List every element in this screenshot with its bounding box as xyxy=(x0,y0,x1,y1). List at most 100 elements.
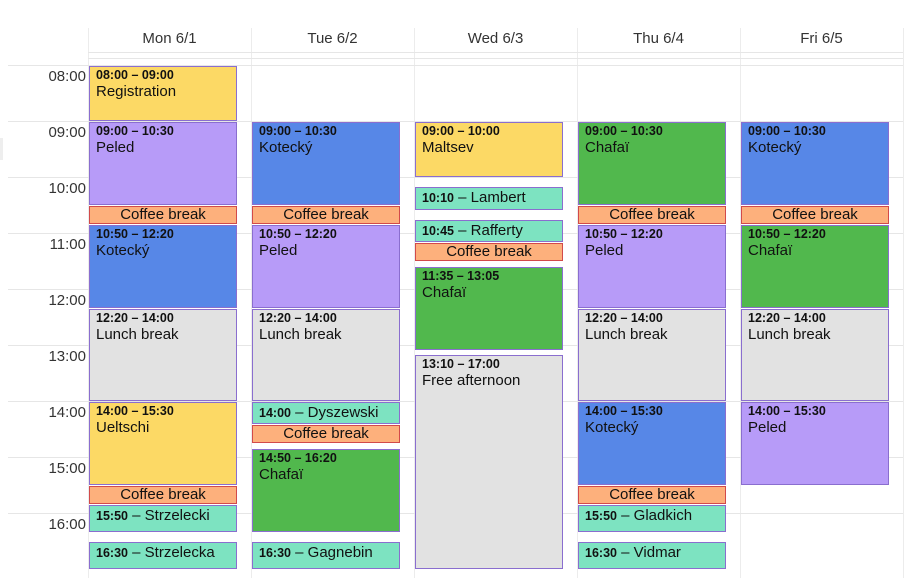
event-lunch-break[interactable]: 12:20 – 14:00 Lunch break xyxy=(252,308,400,401)
event-title: Peled xyxy=(96,139,135,156)
time-title-separator: – xyxy=(127,544,145,561)
event-time: 14:50 – 16:20 xyxy=(259,450,337,465)
day-header-3[interactable]: Thu 6/4 xyxy=(633,30,684,47)
event-time: 09:00 – 10:30 xyxy=(585,124,663,138)
event-koteck-[interactable]: 10:50 – 12:20 Kotecký xyxy=(89,224,237,308)
event-title: Peled xyxy=(748,419,787,436)
hour-label: 11:00 xyxy=(49,236,86,253)
event-dyszewski[interactable]: 14:00 – Dyszewski xyxy=(252,402,400,425)
event-registration[interactable]: 08:00 – 09:00 Registration xyxy=(89,66,237,121)
event-peled[interactable]: 10:50 – 12:20 Peled xyxy=(252,224,400,308)
event-coffee-break[interactable]: Coffee break xyxy=(741,206,889,224)
event-title: Chafaï xyxy=(585,139,630,156)
event-lunch-break[interactable]: 12:20 – 14:00 Lunch break xyxy=(741,308,889,401)
event-time: 08:00 – 09:00 xyxy=(96,68,174,82)
event-time: 14:00 xyxy=(259,406,291,420)
event-coffee-break[interactable]: Coffee break xyxy=(89,486,237,504)
event-time: 13:10 – 17:00 xyxy=(422,357,500,372)
event-time: 11:35 – 13:05 xyxy=(422,268,500,283)
hour-label: 13:00 xyxy=(48,348,86,365)
event-coffee-break[interactable]: Coffee break xyxy=(415,243,563,261)
column-divider xyxy=(577,28,578,578)
event-chafa-[interactable]: 14:50 – 16:20 Chafaï xyxy=(252,448,400,532)
event-title: Kotecký xyxy=(96,241,150,259)
event-time: 10:50 – 12:20 xyxy=(259,226,337,241)
event-gladkich[interactable]: 15:50 – Gladkich xyxy=(578,504,726,532)
event-title: Kotecký xyxy=(259,139,313,156)
event-title: Lunch break xyxy=(96,325,179,343)
time-title-separator: – xyxy=(127,506,145,524)
event-title: Free afternoon xyxy=(422,372,521,390)
event-koteck-[interactable]: 14:00 – 15:30 Kotecký xyxy=(578,402,726,485)
event-time: 09:00 – 10:30 xyxy=(96,124,174,138)
column-divider xyxy=(88,28,89,578)
event-free-afternoon[interactable]: 13:10 – 17:00 Free afternoon xyxy=(415,355,563,569)
event-peled[interactable]: 10:50 – 12:20 Peled xyxy=(578,224,726,308)
hour-label: 09:00 xyxy=(48,124,86,141)
event-maltsev[interactable]: 09:00 – 10:00 Maltsev xyxy=(415,122,563,177)
day-header-0[interactable]: Mon 6/1 xyxy=(142,30,197,47)
event-ueltschi[interactable]: 14:00 – 15:30 Ueltschi xyxy=(89,402,237,485)
event-time: 12:20 – 14:00 xyxy=(585,310,663,325)
event-time: 10:50 – 12:20 xyxy=(748,226,826,241)
event-time: 12:20 – 14:00 xyxy=(259,310,337,325)
event-time: 15:50 xyxy=(96,508,128,523)
event-title: Coffee break xyxy=(446,243,532,261)
event-lunch-break[interactable]: 12:20 – 14:00 Lunch break xyxy=(578,308,726,401)
event-title: Peled xyxy=(259,241,298,259)
event-peled[interactable]: 14:00 – 15:30 Peled xyxy=(741,402,889,485)
event-peled[interactable]: 09:00 – 10:30 Peled xyxy=(89,122,237,205)
event-vidmar[interactable]: 16:30 – Vidmar xyxy=(578,542,726,569)
event-time: 10:10 xyxy=(422,191,454,206)
time-title-separator: – xyxy=(616,544,634,561)
event-lunch-break[interactable]: 12:20 – 14:00 Lunch break xyxy=(89,308,237,401)
event-title: Peled xyxy=(585,241,624,259)
event-time: 16:30 xyxy=(585,546,617,560)
event-lambert[interactable]: 10:10 – Lambert xyxy=(415,187,563,210)
event-title: Coffee break xyxy=(283,206,369,223)
day-header-4[interactable]: Fri 6/5 xyxy=(800,30,843,47)
hour-gridline xyxy=(8,65,903,66)
event-coffee-break[interactable]: Coffee break xyxy=(578,486,726,504)
event-chafa-[interactable]: 11:35 – 13:05 Chafaï xyxy=(415,266,563,350)
event-title: Coffee break xyxy=(283,425,369,443)
day-header-1[interactable]: Tue 6/2 xyxy=(307,30,358,47)
event-strzelecka[interactable]: 16:30 – Strzelecka xyxy=(89,542,237,569)
event-gagnebin[interactable]: 16:30 – Gagnebin xyxy=(252,542,400,569)
event-coffee-break[interactable]: Coffee break xyxy=(252,425,400,443)
hour-label: 08:00 xyxy=(48,68,86,85)
event-title: Rafferty xyxy=(470,222,523,239)
event-koteck-[interactable]: 09:00 – 10:30 Kotecký xyxy=(252,122,400,205)
event-rafferty[interactable]: 10:45 – Rafferty xyxy=(415,220,563,243)
event-title: Chafaï xyxy=(259,465,304,483)
event-time: 10:50 – 12:20 xyxy=(585,226,663,241)
hour-gridline xyxy=(8,177,903,178)
event-coffee-break[interactable]: Coffee break xyxy=(252,206,400,224)
event-time: 09:00 – 10:30 xyxy=(259,124,337,138)
event-title: Lunch break xyxy=(585,325,668,343)
event-title: Lunch break xyxy=(748,325,831,343)
event-title: Dyszewski xyxy=(307,404,379,421)
event-time: 14:00 – 15:30 xyxy=(748,404,826,418)
event-title: Coffee break xyxy=(772,206,858,223)
event-time: 09:00 – 10:30 xyxy=(748,124,826,138)
event-strzelecki[interactable]: 15:50 – Strzelecki xyxy=(89,504,237,532)
hour-label: 16:00 xyxy=(48,516,86,533)
event-time: 14:00 – 15:30 xyxy=(585,404,663,418)
scroll-handle[interactable] xyxy=(0,138,3,160)
event-chafa-[interactable]: 09:00 – 10:30 Chafaï xyxy=(578,122,726,205)
event-title: Chafaï xyxy=(748,241,793,259)
day-header-2[interactable]: Wed 6/3 xyxy=(467,30,524,47)
hour-label: 10:00 xyxy=(48,180,86,197)
event-coffee-break[interactable]: Coffee break xyxy=(89,206,237,224)
event-title: Coffee break xyxy=(120,206,206,223)
hour-label: 12:00 xyxy=(48,292,86,309)
event-koteck-[interactable]: 09:00 – 10:30 Kotecký xyxy=(741,122,889,205)
event-coffee-break[interactable]: Coffee break xyxy=(578,206,726,224)
time-title-separator: – xyxy=(616,506,634,524)
event-time: 14:00 – 15:30 xyxy=(96,404,174,418)
event-chafa-[interactable]: 10:50 – 12:20 Chafaï xyxy=(741,224,889,308)
column-divider xyxy=(251,28,252,578)
time-title-separator: – xyxy=(453,189,471,207)
event-time: 16:30 xyxy=(259,546,291,560)
